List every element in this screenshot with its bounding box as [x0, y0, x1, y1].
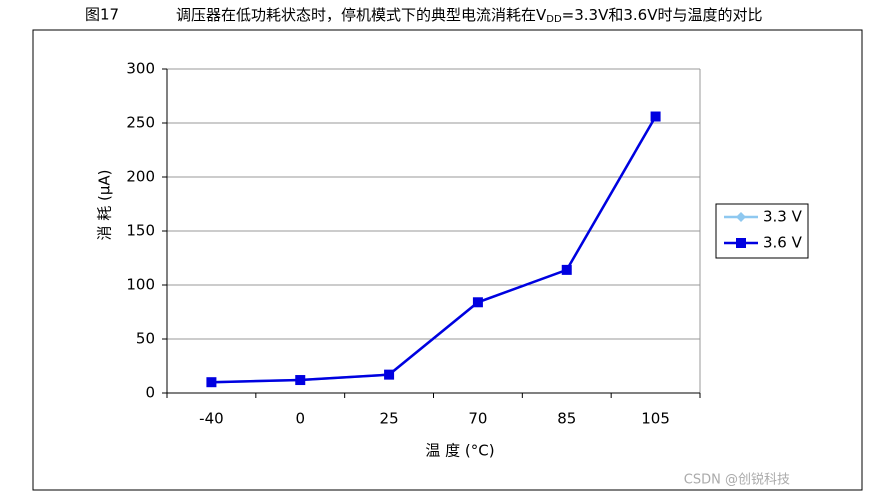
point [561, 264, 572, 275]
point [295, 375, 306, 386]
legend-label: 3.3 V [763, 208, 803, 226]
watermark: CSDN @创锐科技 [684, 473, 790, 488]
legend-marker [736, 238, 746, 248]
y-tick-label: 50 [136, 330, 155, 348]
x-tick-label: -40 [199, 410, 224, 428]
x-tick-label: 25 [380, 410, 399, 428]
chart-title: 调压器在低功耗状态时，停机模式下的典型电流消耗在VDD=3.3V和3.6V时与温… [176, 6, 762, 26]
legend-box [715, 203, 809, 259]
x-tick-label: 105 [641, 410, 670, 428]
legend-marker [736, 212, 746, 222]
x-tick-label: 0 [295, 410, 305, 428]
title-text: 调压器在低功耗状态时，停机模式下的典型电流消耗在V [176, 6, 547, 24]
y-tick-label: 250 [126, 114, 155, 132]
x-tick-label: 70 [468, 410, 487, 428]
point [650, 111, 661, 122]
y-tick-label: 300 [126, 60, 155, 78]
point [206, 377, 217, 388]
y-tick-label: 0 [145, 384, 155, 402]
chart-frame [32, 29, 863, 491]
point [472, 297, 483, 308]
series-line [211, 115, 657, 384]
figure-number: 图17 [85, 6, 119, 24]
series-line [211, 115, 657, 384]
title-text: =3.3V和3.6V时与温度的对比 [562, 6, 763, 24]
x-tick-label: 85 [557, 410, 576, 428]
y-tick-label: 200 [126, 168, 155, 186]
y-tick-label: 100 [126, 276, 155, 294]
point [384, 369, 395, 380]
y-tick-label: 150 [126, 222, 155, 240]
legend-label: 3.6 V [763, 234, 803, 252]
y-axis-label: 消 耗 (μA) [96, 169, 114, 240]
x-axis-label: 温 度 (°C) [425, 442, 494, 460]
title-subscript: DD [546, 14, 562, 25]
